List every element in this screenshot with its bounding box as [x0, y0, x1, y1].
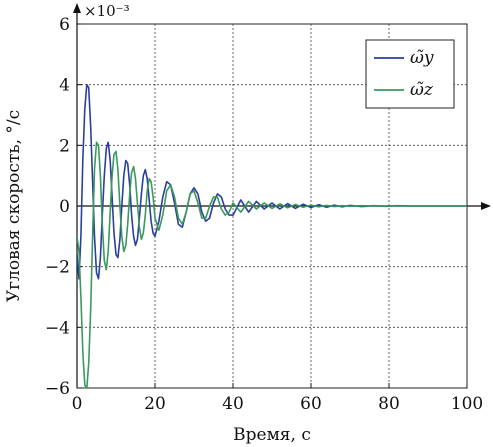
legend: ω̃y ω̃z [365, 39, 455, 109]
scale-exponent: ×10⁻³ [84, 2, 130, 20]
y-tick-label: −6 [45, 379, 70, 399]
y-axis-arrow-icon [73, 3, 81, 13]
legend-box [365, 39, 455, 109]
y-tick-label: −4 [45, 318, 70, 338]
y-tick-label: 6 [59, 15, 70, 35]
series-line-omega-z [77, 141, 467, 388]
x-axis-arrow-icon [481, 202, 491, 210]
legend-label: ω̃y [410, 48, 434, 68]
x-tick-label: 40 [222, 394, 244, 414]
x-tick-label: 20 [144, 394, 166, 414]
series-group [77, 83, 467, 388]
x-tick-label: 80 [378, 394, 400, 414]
y-axis-label: Угловая скорость, °/с [4, 110, 24, 302]
y-tick-label: 0 [59, 197, 70, 217]
x-tick-label: 0 [72, 394, 83, 414]
series-line-omega-y [77, 83, 467, 280]
x-axis-label: Время, с [233, 425, 311, 445]
x-tick-label: 100 [451, 394, 483, 414]
x-tick-label: 60 [300, 394, 322, 414]
ticks: 0 20 40 60 80 100 −6 −4 −2 0 2 4 6 [45, 15, 483, 414]
legend-label: ω̃z [410, 80, 434, 100]
y-tick-label: 2 [59, 136, 70, 156]
y-tick-label: 4 [59, 76, 70, 96]
y-tick-label: −2 [45, 258, 70, 278]
